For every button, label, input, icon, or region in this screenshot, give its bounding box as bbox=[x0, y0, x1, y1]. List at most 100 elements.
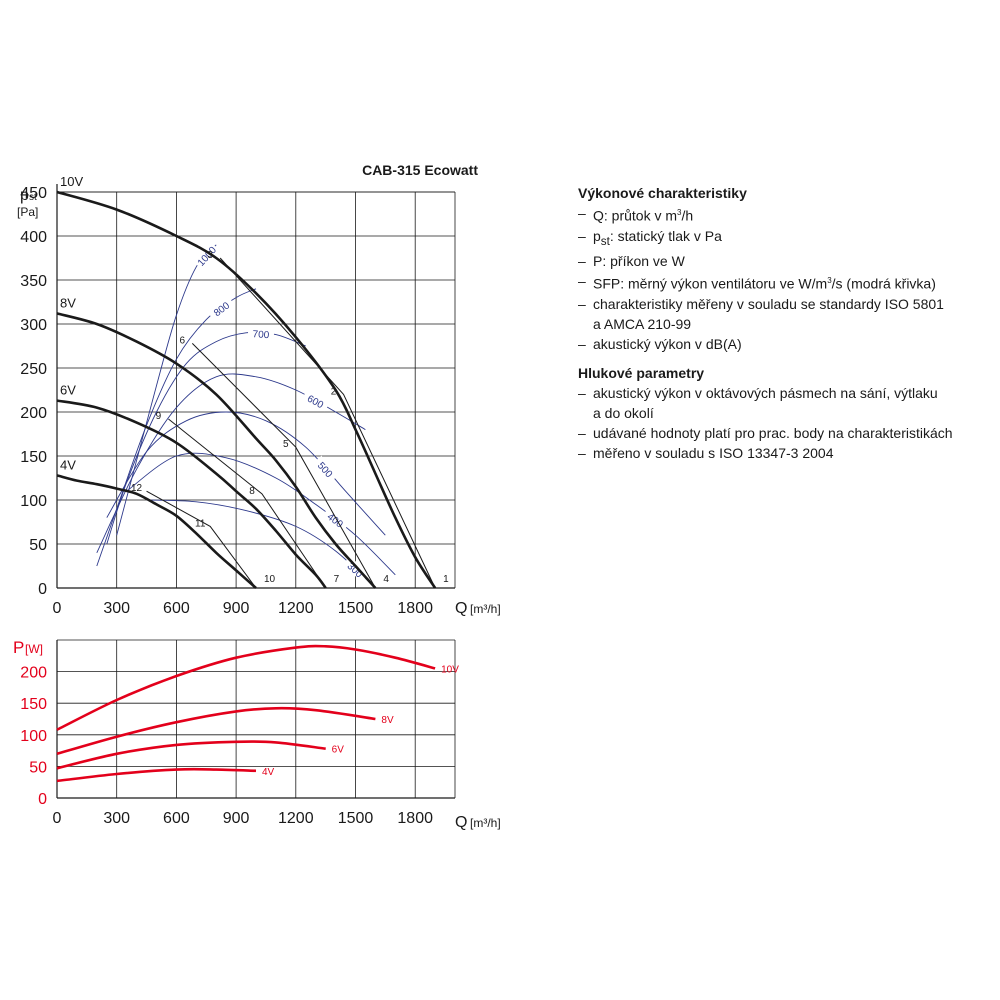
y-tick-label: 100 bbox=[20, 728, 47, 745]
operating-point-2: 2 bbox=[331, 386, 337, 397]
performance-title: Výkonové charakteristiky bbox=[578, 185, 747, 201]
x-tick-label: 1800 bbox=[397, 810, 433, 827]
y-axis-label: P bbox=[13, 638, 24, 657]
y-tick-label: 50 bbox=[29, 759, 47, 776]
x-tick-label: 600 bbox=[163, 600, 190, 617]
noise-item: akustický výkon v oktávových pásmech na … bbox=[578, 383, 998, 423]
operating-point-8: 8 bbox=[249, 486, 255, 497]
noise-item: měřeno v souladu s ISO 13347-3 2004 bbox=[578, 443, 998, 463]
operating-point-1: 1 bbox=[443, 574, 449, 585]
performance-text: charakteristiky měřeny v souladu se stan… bbox=[593, 296, 944, 313]
power-curve-label-8V: 8V bbox=[381, 715, 394, 726]
power-curve-label-6V: 6V bbox=[332, 745, 345, 756]
x-tick-label: 1500 bbox=[338, 600, 374, 617]
operating-point-9: 9 bbox=[156, 411, 162, 422]
power-curve-6V bbox=[56, 740, 326, 770]
y-axis-unit: [W] bbox=[25, 642, 43, 656]
sfp-curve-400 bbox=[126, 452, 396, 576]
performance-text: st bbox=[600, 234, 610, 248]
fan-curve-label-8V: 8V bbox=[60, 295, 76, 310]
noise-text: akustický výkon v oktávových pásmech na … bbox=[593, 385, 938, 401]
y-tick-label: 250 bbox=[20, 361, 47, 378]
fan-curve-8V bbox=[56, 312, 377, 589]
performance-text: p bbox=[593, 227, 601, 244]
y-tick-label: 350 bbox=[20, 273, 47, 290]
performance-info: Výkonové charakteristiky Q: průtok v m3/… bbox=[578, 183, 998, 354]
x-axis-unit: [m³/h] bbox=[470, 602, 501, 616]
x-tick-label: 300 bbox=[103, 810, 130, 827]
performance-item: P: příkon ve W bbox=[578, 251, 998, 271]
x-tick-label: 300 bbox=[103, 600, 130, 617]
pressure-chart: 0 300 600 900 1200 1500 1800 0 50 100 150 200 250 300… bbox=[17, 174, 501, 617]
system-curve bbox=[191, 343, 376, 589]
fan-curve-label-6V: 6V bbox=[60, 383, 76, 398]
performance-item: pst: statický tlak v Pa bbox=[578, 226, 998, 252]
performance-item: Q: průtok v m3/h bbox=[578, 203, 998, 226]
x-tick-label: 900 bbox=[223, 600, 250, 617]
y-tick-label: 400 bbox=[20, 229, 47, 246]
operating-point-7: 7 bbox=[334, 574, 340, 585]
x-tick-label: 0 bbox=[53, 810, 62, 827]
sfp-curve-300 bbox=[146, 499, 376, 589]
performance-item: akustický výkon v dB(A) bbox=[578, 334, 998, 354]
operating-point-5: 5 bbox=[283, 439, 289, 450]
sfp-label-bg bbox=[247, 326, 275, 340]
y-tick-label: 200 bbox=[20, 665, 47, 682]
fan-curve-label-4V: 4V bbox=[60, 457, 76, 472]
operating-point-11: 11 bbox=[195, 518, 206, 529]
performance-text: a AMCA 210-99 bbox=[593, 316, 692, 333]
y-tick-label: 450 bbox=[20, 185, 47, 202]
sfp-label-bg bbox=[313, 455, 339, 483]
noise-list: akustický výkon v oktávových pásmech na … bbox=[578, 383, 998, 463]
y-axis-label-sub: st bbox=[29, 192, 37, 203]
performance-text: Q: průtok v m bbox=[593, 207, 678, 224]
noise-text: a do okolí bbox=[593, 405, 654, 421]
x-tick-label: 1200 bbox=[278, 810, 314, 827]
performance-text: 3 bbox=[827, 276, 832, 286]
y-tick-label: 150 bbox=[20, 696, 47, 713]
x-axis-unit: [m³/h] bbox=[470, 816, 501, 830]
performance-text: akustický výkon v dB(A) bbox=[593, 336, 742, 353]
noise-text: měřeno v souladu s ISO 13347-3 2004 bbox=[593, 445, 834, 461]
operating-point-3: 3 bbox=[207, 250, 213, 261]
y-axis-unit: [Pa] bbox=[17, 205, 38, 219]
performance-item: charakteristiky měřeny v souladu se stan… bbox=[578, 294, 998, 334]
y-tick-label: 0 bbox=[38, 581, 47, 598]
x-tick-label: 1200 bbox=[278, 600, 314, 617]
y-tick-label: 150 bbox=[20, 449, 47, 466]
power-curve-label-4V: 4V bbox=[262, 767, 275, 778]
noise-item: udávané hodnoty platí pro prac. body na … bbox=[578, 423, 998, 443]
y-tick-label: 100 bbox=[20, 493, 47, 510]
performance-list: Q: průtok v m3/hpst: statický tlak v PaP… bbox=[578, 203, 998, 354]
x-axis-label: Q bbox=[455, 600, 467, 617]
fan-curve-label-10V: 10V bbox=[60, 174, 83, 189]
fan-curve-10V bbox=[56, 190, 437, 589]
operating-point-12: 12 bbox=[131, 483, 143, 494]
fan-curve-4V bbox=[56, 474, 257, 589]
system-curve bbox=[146, 490, 257, 589]
y-axis-label: p bbox=[20, 187, 29, 204]
sfp-curve-500 bbox=[106, 411, 386, 536]
power-curve-label-10V: 10V bbox=[441, 664, 459, 675]
noise-title: Hlukové parametry bbox=[578, 365, 705, 381]
x-axis-label: Q bbox=[455, 814, 467, 831]
power-curve-4V bbox=[56, 767, 257, 783]
performance-text: /s (modrá křivka) bbox=[831, 276, 936, 293]
operating-point-6: 6 bbox=[180, 335, 186, 346]
x-tick-label: 0 bbox=[53, 600, 62, 617]
sfp-label-700: 700 bbox=[252, 329, 270, 341]
y-tick-label: 0 bbox=[38, 791, 47, 808]
power-chart: 0 300 600 900 1200 1500 1800 0 50 100 150 200 P [W] Q[… bbox=[13, 638, 501, 831]
performance-text: 3 bbox=[677, 208, 682, 217]
noise-info: Hlukové parametry akustický výkon v oktá… bbox=[578, 363, 998, 463]
y-tick-label: 50 bbox=[29, 537, 47, 554]
x-tick-label: 600 bbox=[163, 810, 190, 827]
sfp-label-bg bbox=[193, 242, 219, 269]
y-tick-label: 300 bbox=[20, 317, 47, 334]
performance-text: P: příkon ve W bbox=[593, 253, 685, 270]
system-curve bbox=[168, 418, 327, 589]
sfp-curve-700 bbox=[106, 331, 306, 545]
fan-curve-6V bbox=[56, 399, 327, 589]
performance-item: SFP: měrný výkon ventilátoru ve W/m3/s (… bbox=[578, 271, 998, 294]
power-curve-8V bbox=[56, 706, 376, 756]
